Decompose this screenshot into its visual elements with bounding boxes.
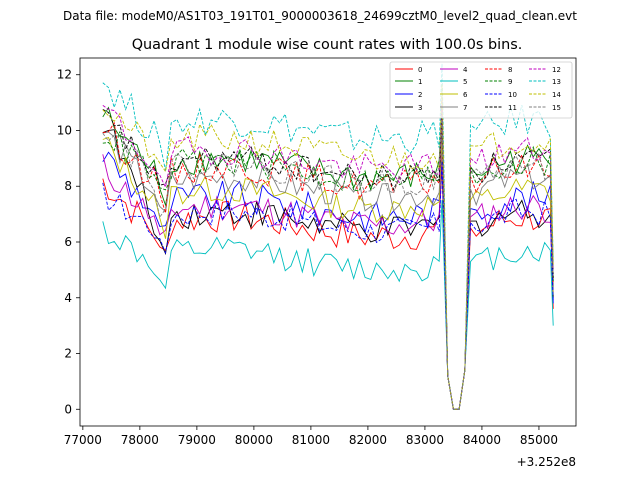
series-line-15: [102, 112, 554, 410]
legend-label-8: 8: [508, 66, 512, 74]
y-tick-label: 0: [64, 402, 72, 416]
legend-label-1: 1: [418, 78, 422, 86]
y-tick-label: 6: [64, 235, 72, 249]
series-line-8: [102, 115, 554, 410]
series-layer: [102, 63, 554, 410]
series-line-5: [102, 200, 554, 410]
legend-label-12: 12: [552, 66, 561, 74]
series-line-14: [102, 84, 554, 410]
series-line-7: [102, 127, 554, 410]
x-tick-label: 79000: [178, 433, 216, 447]
legend-label-3: 3: [418, 104, 422, 112]
legend-label-10: 10: [508, 91, 517, 99]
legend-label-9: 9: [508, 78, 512, 86]
x-tick-label: 84000: [463, 433, 501, 447]
axis-layer: 77000 78000 79000 80000 81000 82000 83000 84000…: [57, 68, 558, 447]
series-line-12: [102, 97, 554, 410]
y-tick-label: 12: [57, 68, 72, 82]
series-line-2: [102, 147, 554, 410]
x-tick-label: 80000: [235, 433, 273, 447]
legend-label-13: 13: [552, 78, 561, 86]
y-tick-label: 8: [64, 179, 72, 193]
legend-label-5: 5: [463, 78, 467, 86]
x-tick-label: 82000: [349, 433, 387, 447]
x-tick-label: 81000: [292, 433, 330, 447]
y-tick-label: 2: [64, 347, 72, 361]
legend-label-11: 11: [508, 104, 517, 112]
series-line-4: [102, 154, 554, 410]
legend-label-2: 2: [418, 91, 422, 99]
legend-label-6: 6: [463, 91, 468, 99]
series-line-11: [102, 106, 554, 410]
chart-suptitle: Data file: modeM0/AS1T03_191T01_90000036…: [63, 9, 577, 23]
legend-box: [389, 61, 573, 119]
x-tick-label: 77000: [64, 433, 102, 447]
y-tick-label: 10: [57, 123, 72, 137]
x-tick-label: 83000: [406, 433, 444, 447]
series-line-13: [102, 63, 554, 410]
x-tick-label: 85000: [520, 433, 558, 447]
legend-label-0: 0: [418, 66, 422, 74]
legend-label-15: 15: [552, 104, 561, 112]
chart-title: Quadrant 1 module wise count rates with …: [132, 37, 523, 53]
x-tick-label: 78000: [121, 433, 159, 447]
y-tick-label: 4: [64, 291, 72, 305]
legend-label-4: 4: [463, 66, 468, 74]
series-line-10: [102, 161, 554, 410]
series-line-9: [102, 108, 554, 410]
plot-border: [79, 57, 577, 427]
legend-label-7: 7: [463, 104, 467, 112]
x-offset-label: +3.252e8: [517, 455, 576, 469]
legend-label-14: 14: [552, 91, 561, 99]
plot-area: [80, 58, 576, 426]
